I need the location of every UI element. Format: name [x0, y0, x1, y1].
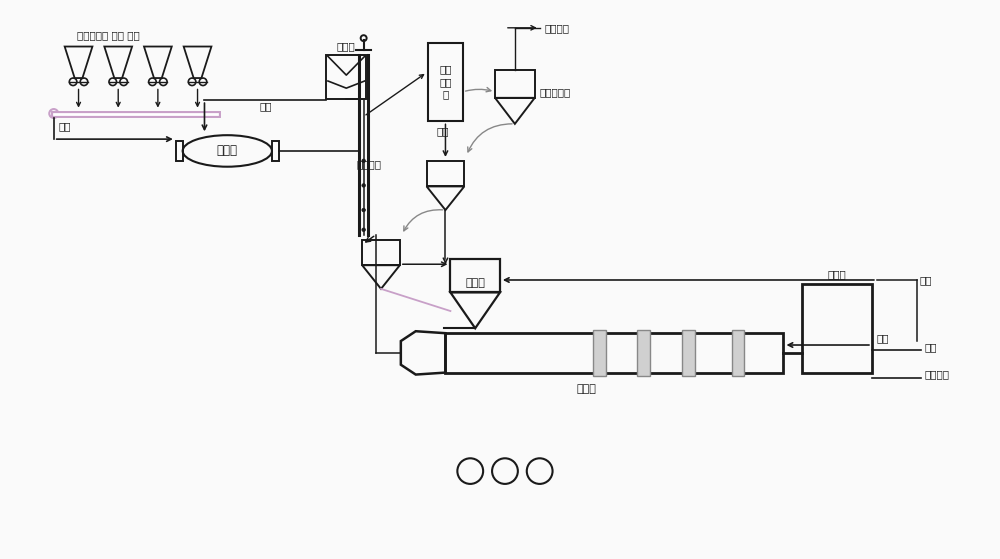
Text: 煤粉: 煤粉: [919, 275, 932, 285]
Bar: [176, 141, 183, 161]
Text: 分解炉: 分解炉: [465, 278, 485, 288]
Text: 空气: 空气: [877, 333, 889, 343]
Bar: [637, 330, 650, 376]
Text: 回料: 回料: [259, 101, 272, 111]
Circle shape: [49, 109, 58, 118]
Bar: [362, 240, 400, 265]
Circle shape: [361, 35, 367, 41]
Circle shape: [362, 228, 365, 231]
Circle shape: [362, 159, 365, 163]
Text: 窑头余风: 窑头余风: [924, 369, 949, 380]
Circle shape: [362, 209, 365, 212]
Bar: [428, 42, 463, 121]
Bar: [495, 70, 535, 98]
Bar: [732, 330, 744, 376]
Bar: [272, 141, 279, 161]
Bar: [593, 330, 606, 376]
Text: 选粉机: 选粉机: [337, 41, 356, 51]
Text: 石灰石砂岩 钢渣 页岩: 石灰石砂岩 钢渣 页岩: [77, 31, 139, 41]
Text: 生料: 生料: [436, 126, 449, 136]
Text: 喂料: 喂料: [59, 121, 71, 131]
Text: 窑尾废气: 窑尾废气: [545, 23, 570, 33]
Bar: [682, 330, 695, 376]
Bar: [427, 161, 464, 186]
Text: 回转窑: 回转窑: [577, 385, 597, 395]
Bar: [802, 284, 872, 373]
Text: 生料
均化
库: 生料 均化 库: [439, 65, 452, 100]
Circle shape: [362, 184, 365, 187]
Text: 旋风分离器: 旋风分离器: [540, 87, 571, 97]
Text: 熟料: 熟料: [924, 343, 937, 353]
Text: 出磨物料: 出磨物料: [356, 159, 381, 169]
Bar: [450, 259, 500, 292]
Text: 篦冷机: 篦冷机: [828, 269, 847, 279]
Text: 球磨机: 球磨机: [217, 144, 238, 158]
Bar: [445, 333, 783, 373]
Bar: [326, 55, 366, 100]
